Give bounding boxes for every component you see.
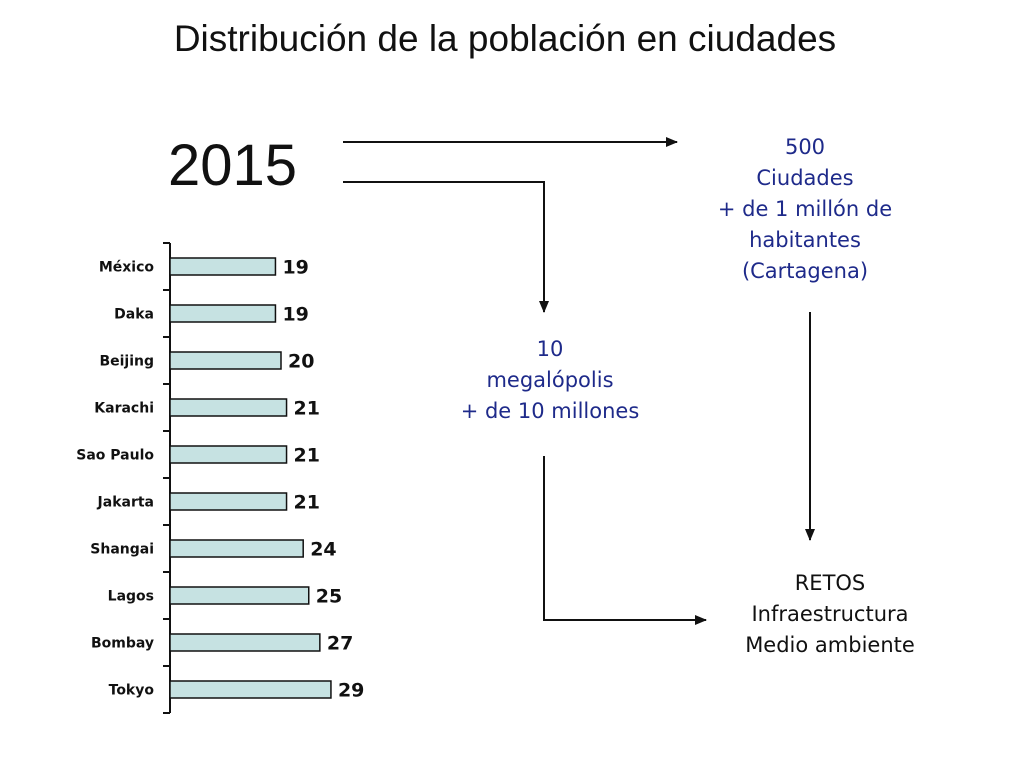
bar-4	[169, 445, 288, 464]
category-label: Karachi	[94, 401, 154, 417]
category-label: Sao Paulo	[76, 448, 154, 464]
cities-line-2: + de 1 millón de	[717, 197, 893, 221]
value-label: 27	[327, 633, 353, 655]
megacities-summary: 10 megalópolis + de 10 millones	[440, 334, 660, 427]
category-label: México	[99, 260, 155, 276]
bar-6	[169, 539, 304, 558]
value-label: 20	[288, 351, 314, 373]
category-label: Daka	[114, 307, 154, 323]
bar-3	[169, 398, 288, 417]
value-label: 24	[310, 539, 336, 561]
value-label: 21	[294, 492, 320, 514]
arrow-megacities-to-challenges	[543, 456, 707, 625]
bar-8	[169, 633, 321, 652]
value-label: 21	[294, 398, 320, 420]
bar-9	[169, 680, 332, 699]
bar-0	[169, 257, 277, 276]
category-label: Shangai	[90, 542, 154, 558]
challenges-line-2: Medio ambiente	[745, 633, 915, 657]
bar-1	[169, 304, 277, 323]
megacities-line-1: megalópolis	[486, 368, 614, 392]
cities-count: 500	[784, 135, 826, 159]
challenges-heading: RETOS	[794, 571, 866, 595]
category-label: Lagos	[108, 589, 154, 605]
category-label: Beijing	[99, 354, 154, 370]
cities-line-4: (Cartagena)	[741, 259, 869, 283]
page-title: Distribución de la población en ciudades	[173, 18, 837, 59]
category-label: Bombay	[91, 636, 154, 652]
megacities-line-2: + de 10 millones	[460, 399, 640, 423]
value-label: 19	[282, 257, 308, 279]
cities-summary: 500 Ciudades + de 1 millón de habitantes…	[690, 132, 920, 287]
cities-line-3: habitantes	[749, 228, 861, 252]
challenges-line-1: Infraestructura	[751, 602, 909, 626]
value-label: 29	[338, 680, 364, 702]
arrow-year-to-megacities	[343, 181, 549, 313]
bar-5	[169, 492, 288, 511]
challenges-summary: RETOS Infraestructura Medio ambiente	[705, 568, 955, 661]
category-label: Jakarta	[97, 495, 154, 511]
bar-2	[169, 351, 282, 370]
value-label: 19	[282, 304, 308, 326]
bar-7	[169, 586, 310, 605]
megacities-count: 10	[536, 337, 564, 361]
cities-line-1: Ciudades	[756, 166, 854, 190]
value-label: 25	[316, 586, 342, 608]
category-label: Tokyo	[109, 683, 155, 699]
value-label: 21	[294, 445, 320, 467]
year-label: 2015	[168, 133, 298, 198]
